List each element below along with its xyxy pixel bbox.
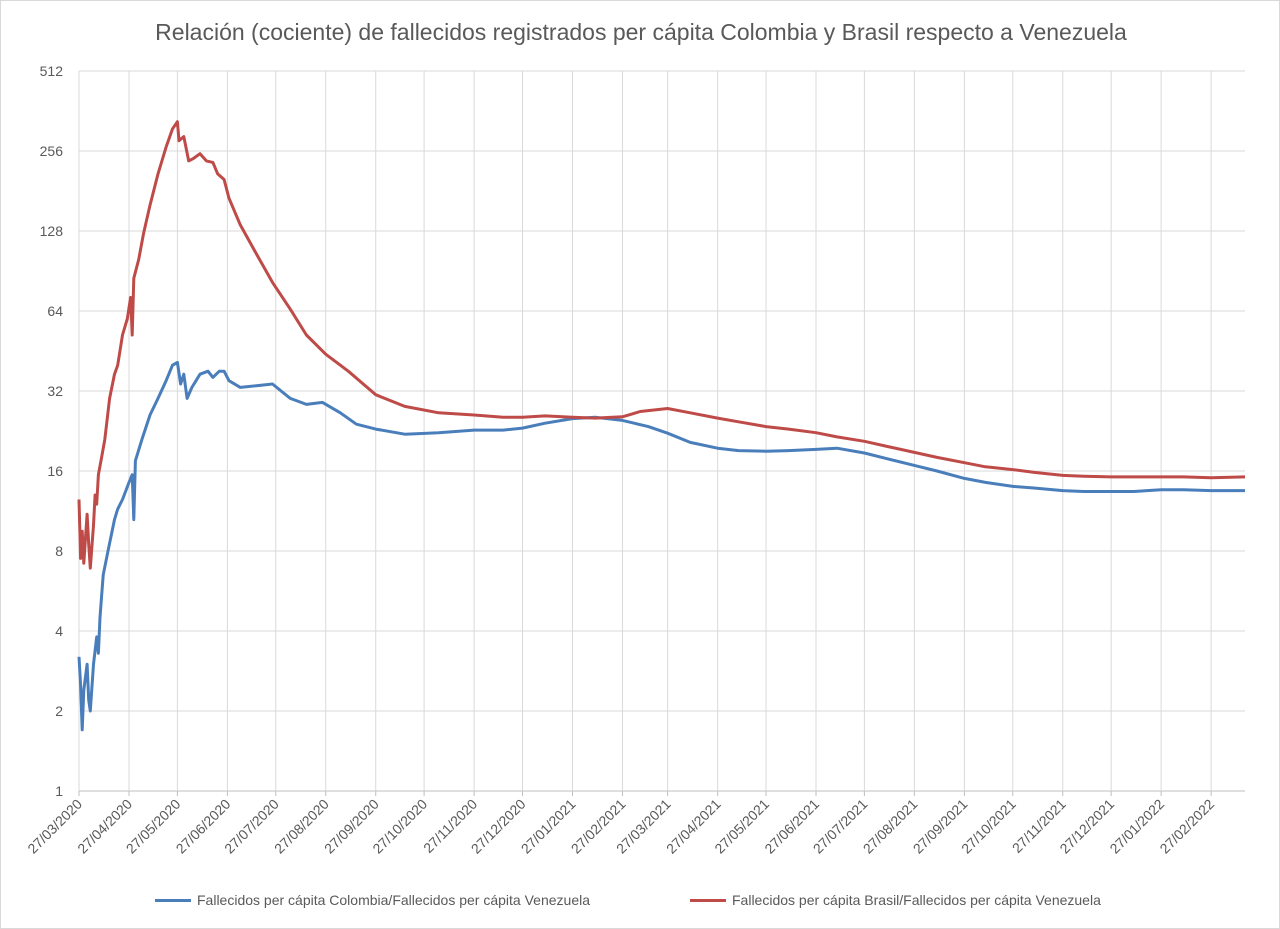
y-tick-label: 2 <box>55 703 63 719</box>
y-tick-label: 8 <box>55 543 63 559</box>
legend-colombia-swatch <box>155 898 191 902</box>
y-tick-label: 32 <box>47 383 63 399</box>
y-tick-label: 1 <box>55 783 63 799</box>
legend-brasil-swatch <box>690 898 726 902</box>
y-tick-label: 64 <box>47 303 63 319</box>
series-line-brasil <box>77 120 1246 570</box>
y-tick-label: 4 <box>55 623 63 639</box>
legend-brasil: Fallecidos per cápita Brasil/Fallecidos … <box>690 888 1101 912</box>
y-tick-label: 16 <box>47 463 63 479</box>
legend-brasil-label: Fallecidos per cápita Brasil/Fallecidos … <box>732 892 1101 908</box>
x-tick-label: 27/02/2022 <box>1156 796 1217 857</box>
legend-colombia: Fallecidos per cápita Colombia/Fallecido… <box>155 888 590 912</box>
chart-title: Relación (cociente) de fallecidos regist… <box>155 19 1127 45</box>
series-line-colombia <box>77 360 1245 732</box>
y-tick-label: 512 <box>40 63 64 79</box>
y-tick-label: 128 <box>40 223 64 239</box>
legend-colombia-label: Fallecidos per cápita Colombia/Fallecido… <box>197 892 590 908</box>
y-tick-label: 256 <box>40 143 64 159</box>
